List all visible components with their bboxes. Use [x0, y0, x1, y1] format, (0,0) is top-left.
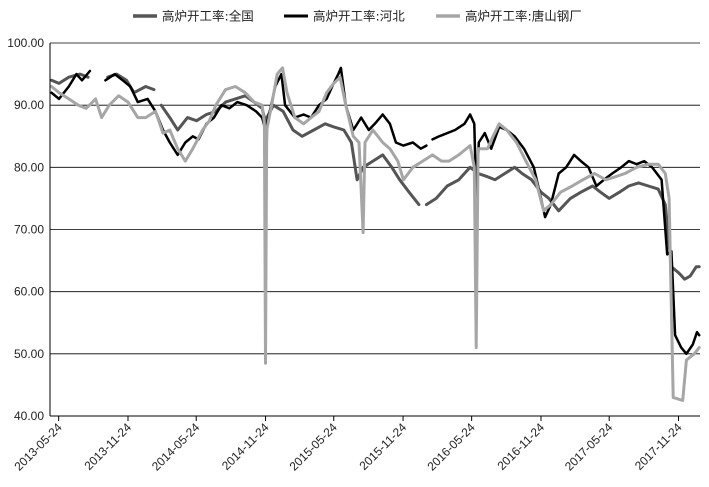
y-tick-label: 80.00: [14, 160, 44, 174]
y-tick-label: 90.00: [14, 98, 44, 112]
y-tick-label: 70.00: [14, 223, 44, 237]
gridlines: [50, 42, 700, 355]
y-tick-labels: 40.00 50.00 60.00 70.00 80.00 90.00 100.00: [7, 36, 44, 423]
y-tick-label: 60.00: [14, 285, 44, 299]
series-line-3: [50, 66, 701, 402]
y-tick-label: 100.00: [7, 36, 44, 50]
legend-label-2: 高炉开工率:河北: [313, 9, 405, 24]
y-tick-label: 50.00: [14, 347, 44, 361]
series-layer: [50, 66, 701, 402]
legend: 高炉开工率:全国 高炉开工率:河北 高炉开工率:唐山钢厂: [133, 9, 582, 24]
y-tick-label: 40.00: [14, 409, 44, 423]
legend-label-3: 高炉开工率:唐山钢厂: [465, 9, 582, 24]
axes: [49, 43, 700, 421]
legend-label-1: 高炉开工率:全国: [162, 9, 254, 24]
